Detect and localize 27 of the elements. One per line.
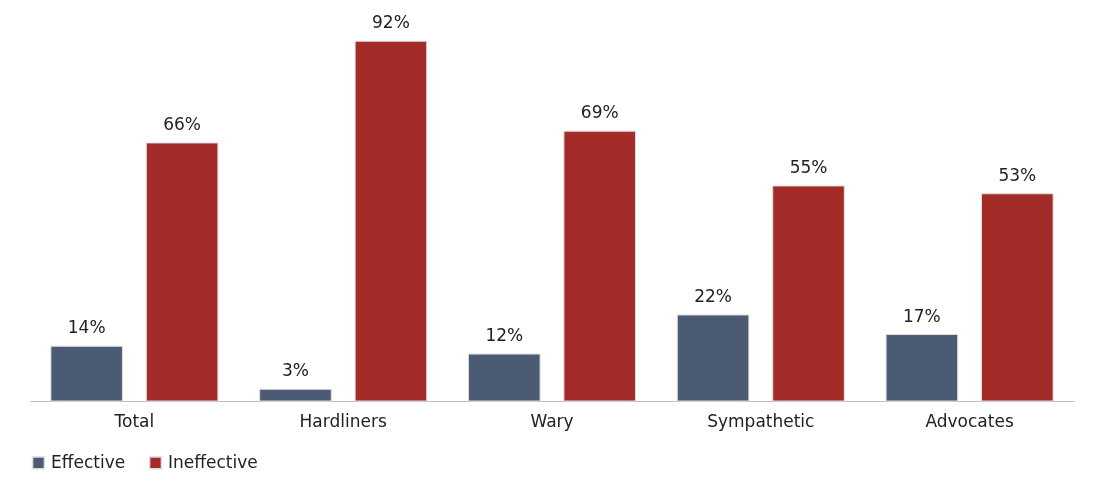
bar (145, 142, 219, 402)
data-label: 55% (789, 156, 828, 177)
data-label: 12% (485, 325, 524, 346)
x-tick-label: Advocates (925, 410, 1014, 431)
x-tick-label: Wary (530, 410, 574, 431)
data-label: 53% (998, 164, 1037, 185)
bar (354, 40, 428, 402)
data-label: 14% (67, 317, 106, 338)
bar (981, 193, 1054, 402)
legend-label: Effective (51, 451, 126, 472)
data-label: 17% (902, 305, 941, 326)
data-label: 3% (281, 360, 309, 381)
x-tick-label: Hardliners (299, 410, 387, 431)
bar (259, 388, 332, 402)
bar (676, 314, 750, 402)
x-tick-label: Sympathetic (707, 410, 815, 431)
data-label: 92% (372, 12, 410, 33)
bar (772, 185, 845, 402)
x-tick-label: Total (113, 410, 155, 431)
data-label: 22% (694, 285, 732, 306)
bar (50, 345, 123, 402)
bar (885, 334, 959, 402)
bar (563, 130, 637, 402)
data-label: 69% (580, 102, 619, 123)
data-label: 66% (163, 113, 202, 134)
bar (467, 353, 541, 402)
legend-label: Ineffective (168, 451, 258, 472)
